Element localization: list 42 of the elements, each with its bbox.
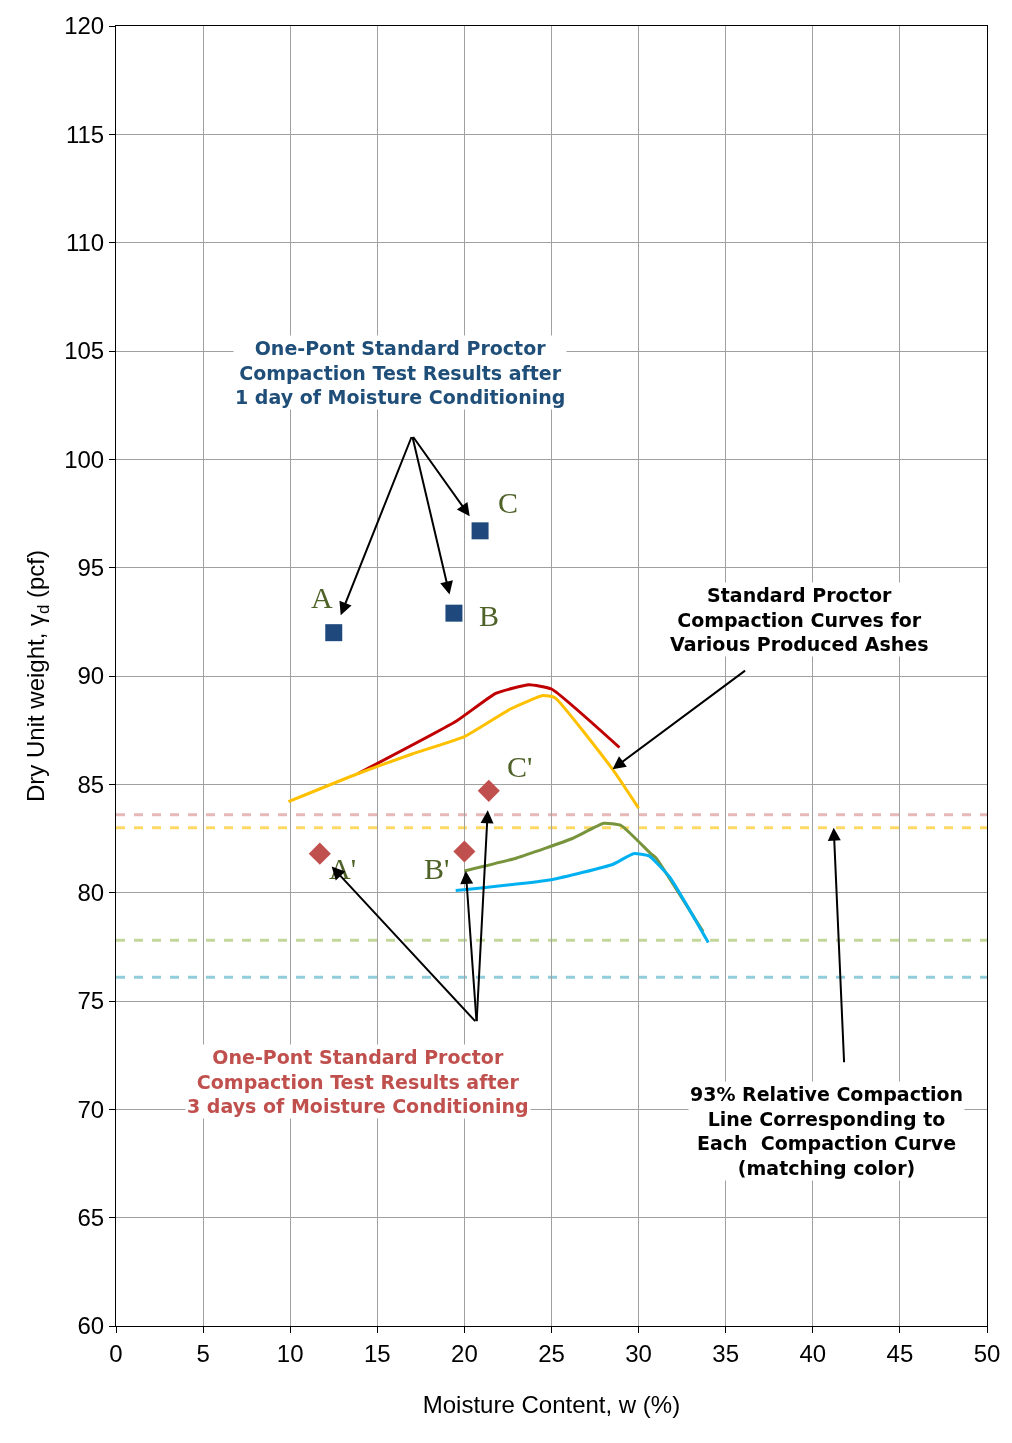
y-tick-label: 70 bbox=[77, 1095, 105, 1123]
y-tick-label: 105 bbox=[64, 337, 105, 365]
annotation: A bbox=[311, 581, 333, 614]
y-tick-label: 75 bbox=[77, 987, 105, 1015]
annotation: 93% Relative Compaction Line Corresponding to Each Compaction Curve (matching color) bbox=[690, 1083, 964, 1180]
x-tick-label: 5 bbox=[196, 1339, 210, 1367]
y-tick-label: 60 bbox=[77, 1312, 105, 1340]
annotation: C bbox=[498, 486, 519, 519]
x-tick-label: 30 bbox=[625, 1339, 652, 1367]
annotation: C' bbox=[507, 750, 533, 783]
annotation: Standard Proctor Compaction Curves for Various Produced Ashes bbox=[670, 584, 929, 656]
annotation: B bbox=[479, 599, 500, 632]
y-tick-label: 95 bbox=[77, 554, 105, 582]
x-tick-label: 15 bbox=[363, 1339, 391, 1367]
annotation: One-Pont Standard Proctor Compaction Test Results after 1 day of Moisture Conditioning bbox=[235, 337, 566, 409]
point bbox=[325, 624, 343, 642]
line-series bbox=[286, 694, 641, 810]
x-tick-label: 20 bbox=[451, 1339, 478, 1367]
point bbox=[477, 779, 500, 802]
x-tick-label: 40 bbox=[799, 1339, 827, 1367]
y-tick-label: 100 bbox=[64, 445, 105, 473]
x-tick-label: 0 bbox=[109, 1339, 123, 1367]
point bbox=[471, 522, 489, 540]
point bbox=[445, 604, 463, 622]
point bbox=[308, 842, 331, 865]
x-tick-label: 25 bbox=[538, 1339, 565, 1367]
y-tick-label: 115 bbox=[65, 120, 105, 148]
annotation: B' bbox=[424, 852, 450, 885]
y-tick-label: 110 bbox=[65, 229, 105, 257]
y-tick-label: 90 bbox=[77, 662, 105, 690]
x-tick-label: 50 bbox=[973, 1339, 1001, 1367]
line-series bbox=[454, 852, 710, 944]
y-tick-label: 85 bbox=[77, 770, 105, 798]
y-tick-label: 80 bbox=[77, 879, 105, 907]
x-tick-label: 45 bbox=[886, 1339, 914, 1367]
annotation: One-Pont Standard Proctor Compaction Test Results after 3 days of Moisture Conditioning bbox=[187, 1046, 529, 1118]
x-tick-label: 10 bbox=[276, 1339, 304, 1367]
point bbox=[453, 840, 476, 863]
y-tick-label: 65 bbox=[77, 1204, 105, 1232]
x-axis-title: Moisture Content, w (%) bbox=[422, 1391, 681, 1419]
y-tick-label: 120 bbox=[64, 12, 105, 40]
x-tick-label: 35 bbox=[712, 1339, 740, 1367]
